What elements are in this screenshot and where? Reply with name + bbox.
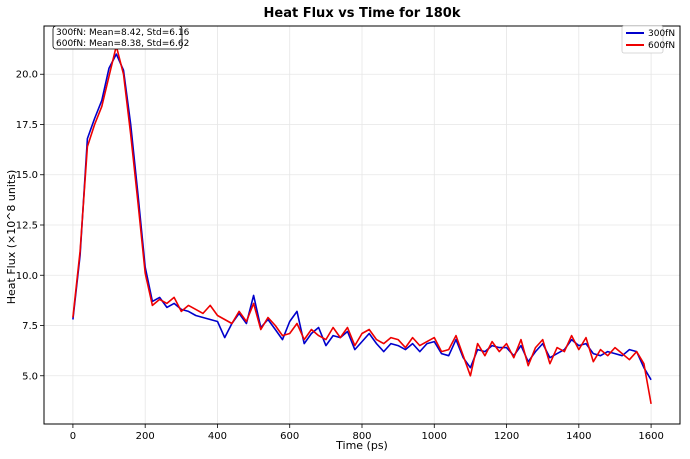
chart-title: Heat Flux vs Time for 180k [264, 6, 461, 21]
series-line-300fN [72, 53, 652, 381]
stats-box: 300fN: Mean=8.42, Std=6.16 600fN: Mean=8… [52, 25, 190, 50]
x-tick-label: 600 [280, 431, 299, 442]
x-tick-label: 1400 [566, 431, 591, 442]
legend-label-600fN: 600fN [648, 41, 675, 51]
x-tick-label: 1000 [422, 431, 447, 442]
x-axis-ticks: 0 200 400 600 800 1000 1200 1400 1600 [70, 424, 664, 442]
x-tick-label: 0 [70, 431, 76, 442]
y-tick-label: 15.0 [16, 170, 38, 181]
y-axis-label: Heat Flux (×10^8 units) [5, 170, 18, 305]
legend: 300fN 600fN [621, 25, 675, 54]
y-tick-label: 17.5 [16, 120, 38, 131]
y-tick-label: 5.0 [22, 371, 38, 382]
y-tick-label: 10.0 [16, 271, 38, 282]
grid-lines [44, 26, 680, 424]
x-tick-label: 400 [208, 431, 227, 442]
stats-line-600fN: 600fN: Mean=8.38, Std=6.62 [56, 39, 189, 49]
x-axis-label: Time (ps) [335, 439, 388, 452]
x-tick-label: 200 [136, 431, 155, 442]
y-tick-label: 20.0 [16, 70, 38, 81]
x-tick-label: 1200 [494, 431, 519, 442]
y-tick-label: 7.5 [22, 321, 38, 332]
stats-line-300fN: 300fN: Mean=8.42, Std=6.16 [56, 28, 190, 38]
y-axis-ticks: 5.0 7.5 10.0 12.5 15.0 17.5 20.0 [16, 70, 44, 382]
x-tick-label: 1600 [638, 431, 663, 442]
y-tick-label: 12.5 [16, 221, 38, 232]
series-layer [72, 45, 652, 405]
series-line-600fN [72, 45, 652, 405]
stats-box-frame [52, 25, 183, 50]
x-tick-label: 800 [352, 431, 371, 442]
legend-label-300fN: 300fN [648, 29, 675, 39]
